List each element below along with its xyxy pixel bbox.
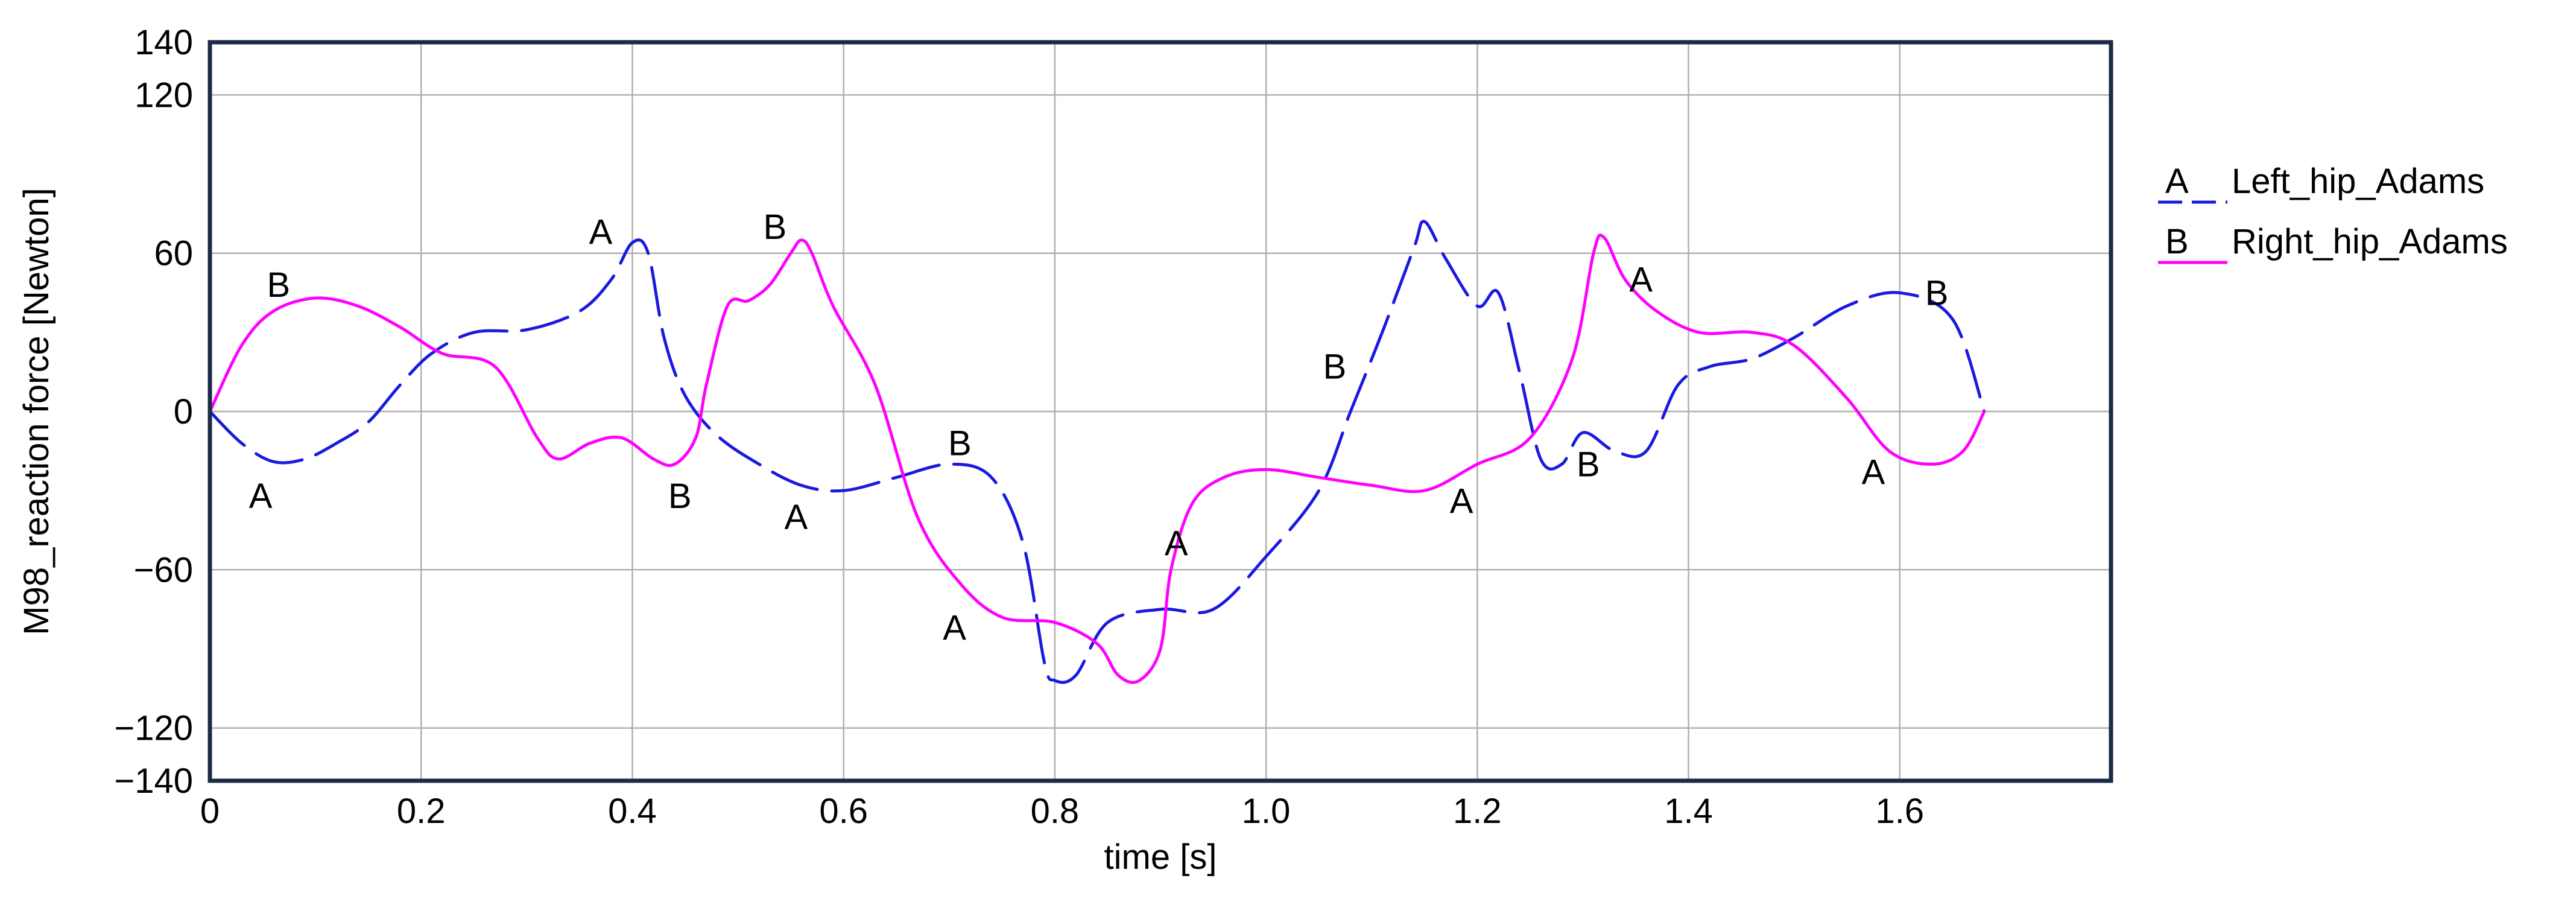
series-marker-b: B [948, 424, 972, 463]
y-axis-ticks: 140 120 60 0 −60 −120 −140 [114, 23, 193, 801]
series-marker-a: A [943, 608, 966, 647]
series-line-left-hip [208, 220, 1986, 684]
series-marker-a: A [1862, 453, 1885, 492]
series-marker-a: A [1629, 260, 1653, 299]
series-marker-a: A [249, 477, 273, 516]
x-tick-label: 0.4 [608, 792, 657, 831]
legend-label-right-hip: Right_hip_Adams [2232, 222, 2508, 261]
y-tick-label: 120 [134, 75, 193, 115]
series-marker-b: B [1925, 273, 1949, 313]
series-marker-a: A [589, 213, 613, 252]
series-lines [208, 220, 1986, 684]
series-marker-b: B [267, 265, 290, 305]
y-tick-label: 0 [174, 392, 193, 431]
y-axis-title: M98_reaction force [Newton] [17, 188, 56, 635]
plot-frame [207, 40, 2113, 783]
grid [210, 42, 2111, 781]
x-tick-label: 1.4 [1664, 792, 1713, 831]
series-marker-b: B [668, 477, 692, 516]
series-markers: B A A B B A B A A B A B A A B [249, 208, 1949, 647]
x-tick-label: 0.6 [819, 792, 868, 831]
series-marker-a: A [785, 498, 808, 537]
y-tick-label: −120 [114, 709, 193, 748]
series-marker-a: A [1450, 482, 1473, 521]
x-axis-title: time [s] [1104, 837, 1217, 877]
x-tick-label: 1.6 [1875, 792, 1924, 831]
x-tick-label: 1.2 [1453, 792, 1502, 831]
y-tick-label: −140 [114, 761, 193, 801]
series-marker-a: A [1165, 524, 1188, 564]
x-axis-ticks: 0 0.2 0.4 0.6 0.8 1.0 1.2 1.4 1.6 [200, 792, 1924, 831]
y-tick-label: −60 [134, 550, 193, 589]
legend-marker-b: B [2165, 222, 2189, 261]
series-marker-b: B [764, 208, 787, 247]
series-marker-b: B [1577, 445, 1600, 484]
legend-label-left-hip: Left_hip_Adams [2232, 162, 2484, 201]
x-tick-label: 0.2 [397, 792, 446, 831]
y-tick-label: 60 [154, 234, 193, 273]
series-line-right-hip [208, 233, 1986, 684]
legend-item-left-hip: A Left_hip_Adams [2158, 162, 2484, 204]
series-marker-b: B [1323, 348, 1347, 387]
x-tick-label: 0.8 [1031, 792, 1080, 831]
legend-marker-a: A [2165, 162, 2189, 201]
x-tick-label: 0 [200, 792, 220, 831]
x-tick-label: 1.0 [1242, 792, 1291, 831]
y-tick-label: 140 [134, 23, 193, 62]
legend-item-right-hip: B Right_hip_Adams [2158, 222, 2508, 264]
legend: A Left_hip_Adams B Right_hip_Adams [2158, 162, 2508, 264]
